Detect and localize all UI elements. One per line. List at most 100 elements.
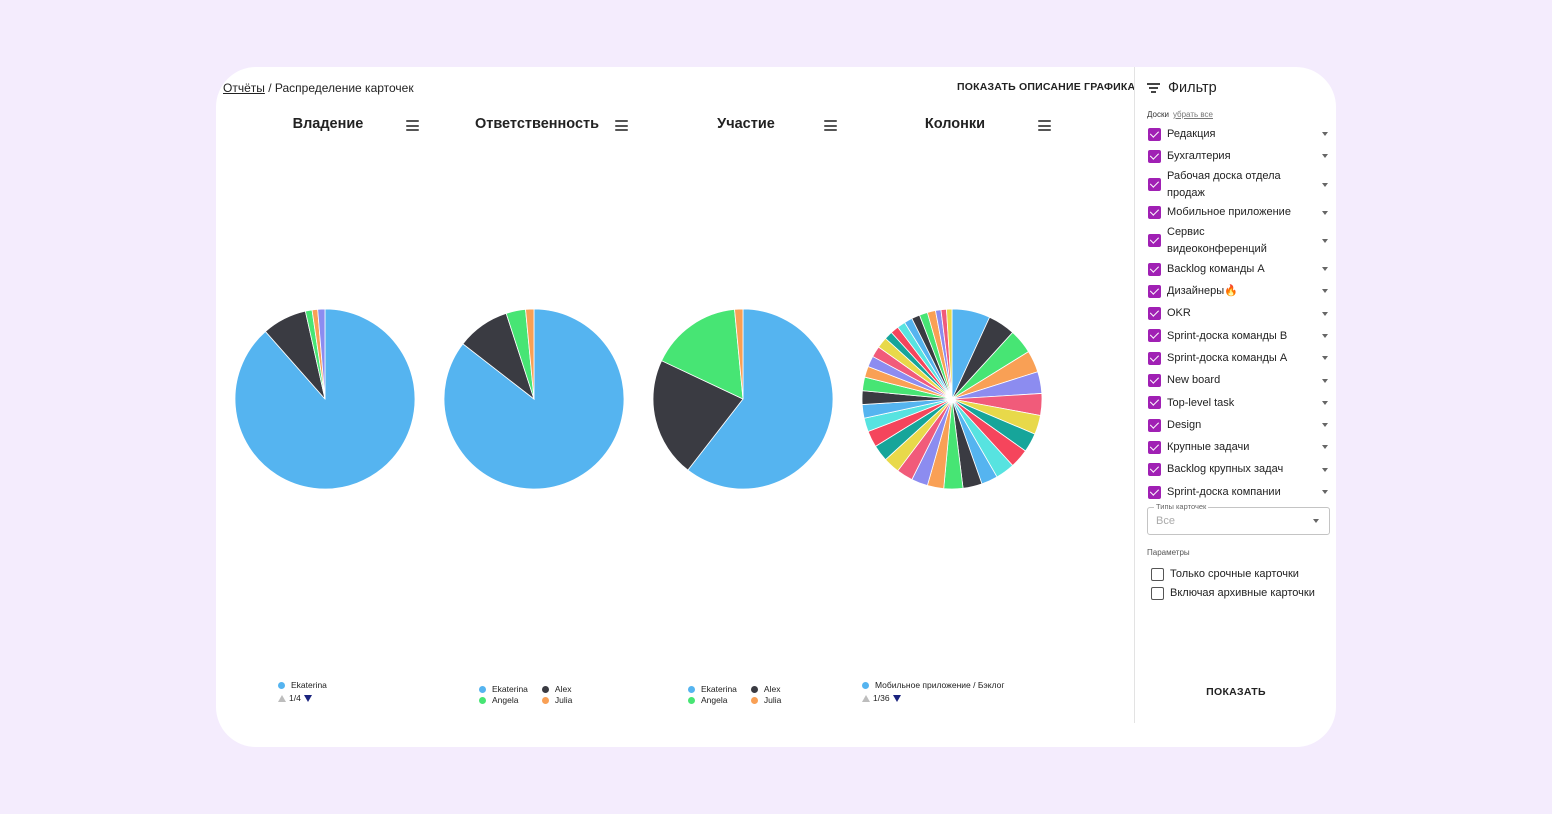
checkbox-checked-icon[interactable] — [1148, 485, 1161, 499]
chevron-down-icon[interactable] — [1322, 267, 1328, 272]
page-down-icon[interactable] — [303, 694, 312, 702]
breadcrumb: Отчёты / Распределение карточек — [223, 81, 414, 95]
legend-dot — [479, 696, 486, 704]
card-types-select[interactable]: Типы карточек Все — [1147, 502, 1330, 535]
board-filter-item[interactable]: Sprint-доска команды В — [1148, 325, 1330, 347]
legend-label: Angela — [492, 695, 519, 705]
chevron-down-icon[interactable] — [1322, 400, 1328, 405]
chevron-down-icon[interactable] — [1322, 311, 1328, 316]
checkbox-checked-icon[interactable] — [1148, 374, 1161, 388]
legend-item-alex[interactable]: Alex — [541, 684, 572, 694]
filter-title: Фильтр — [1168, 80, 1217, 96]
chart-columns: Колонки Мобильное приложение / Бэклог 1/… — [850, 107, 1060, 707]
legend-item-julia[interactable]: Julia — [750, 695, 781, 705]
legend-pager: 1/4 — [278, 693, 327, 703]
chevron-down-icon[interactable] — [1322, 132, 1328, 137]
hamburger-menu-icon[interactable] — [406, 120, 419, 131]
boards-header: Доски убрать все — [1147, 110, 1213, 119]
board-filter-item[interactable]: New board — [1148, 369, 1330, 391]
pie-slice-1[interactable] — [652, 360, 744, 471]
board-label: Sprint-доска команды А — [1167, 351, 1288, 364]
pie-slice-2[interactable] — [661, 308, 744, 400]
checkbox-checked-icon[interactable] — [1148, 329, 1161, 343]
board-filter-item[interactable]: Backlog команды А — [1148, 258, 1330, 280]
checkbox-checked-icon[interactable] — [1148, 262, 1161, 276]
chart-legend: Ekaterina Alex Angela Julia — [688, 684, 781, 705]
clear-all-boards-link[interactable]: убрать все — [1172, 110, 1213, 119]
board-label: OKR — [1167, 307, 1191, 320]
pie-slice-4[interactable] — [317, 308, 326, 400]
board-label: Бухгалтерия — [1167, 150, 1231, 163]
legend-dot — [750, 696, 758, 704]
chart-responsibility: Ответственность Ekaterina Alex Angela Ju… — [432, 107, 642, 707]
chevron-down-icon[interactable] — [1322, 210, 1328, 215]
chevron-down-icon[interactable] — [1322, 238, 1328, 243]
board-label: Крупные задачи — [1167, 441, 1250, 454]
chevron-down-icon[interactable] — [1322, 423, 1328, 428]
chevron-down-icon[interactable] — [1322, 378, 1328, 383]
checkbox-checked-icon[interactable] — [1148, 463, 1161, 477]
board-filter-item[interactable]: Редакция — [1148, 123, 1330, 145]
legend-item-ekaterina[interactable]: Ekaterina — [278, 680, 327, 690]
board-filter-item[interactable]: Backlog крупных задач — [1148, 459, 1330, 481]
include-archived-checkbox[interactable]: Включая архивные карточки — [1151, 585, 1325, 602]
pie-slice-36[interactable] — [946, 308, 953, 400]
page-down-icon[interactable] — [892, 694, 901, 702]
board-filter-item[interactable]: OKR — [1148, 302, 1330, 324]
hamburger-menu-icon[interactable] — [824, 120, 837, 131]
legend-item-angela[interactable]: Angela — [688, 695, 737, 705]
checkbox-checked-icon[interactable] — [1148, 206, 1161, 220]
checkbox-checked-icon[interactable] — [1148, 149, 1161, 163]
hamburger-menu-icon[interactable] — [615, 120, 628, 131]
checkbox-checked-icon[interactable] — [1148, 284, 1161, 298]
checkbox-checked-icon[interactable] — [1148, 234, 1161, 248]
checkbox-checked-icon[interactable] — [1148, 127, 1161, 141]
checkbox-checked-icon[interactable] — [1148, 351, 1161, 365]
filter-icon — [1147, 83, 1160, 93]
checkbox-checked-icon[interactable] — [1148, 418, 1161, 432]
legend-dot — [541, 685, 549, 693]
board-filter-item[interactable]: Мобильное приложение — [1148, 202, 1330, 224]
params-label: Параметры — [1147, 548, 1190, 557]
legend-item-angela[interactable]: Angela — [479, 695, 528, 705]
legend-label: Ekaterina — [492, 684, 528, 694]
chevron-down-icon[interactable] — [1322, 182, 1328, 187]
board-filter-item[interactable]: Рабочая доска отдела продаж — [1148, 168, 1330, 202]
legend-label: Мобильное приложение / Бэклог — [875, 680, 1005, 690]
board-filter-item[interactable]: Дизайнеры🔥 — [1148, 280, 1330, 302]
pie-slice-3[interactable] — [525, 308, 535, 400]
checkbox-checked-icon[interactable] — [1148, 307, 1161, 321]
chevron-down-icon[interactable] — [1322, 467, 1328, 472]
legend-item-alex[interactable]: Alex — [750, 684, 781, 694]
pie-slice-3[interactable] — [734, 308, 744, 400]
board-filter-item[interactable]: Sprint-доска компании — [1148, 481, 1330, 503]
legend-item-mobile-backlog[interactable]: Мобильное приложение / Бэклог — [862, 680, 1004, 690]
board-filter-item[interactable]: Крупные задачи — [1148, 436, 1330, 458]
urgent-cards-checkbox[interactable]: Только срочные карточки — [1151, 566, 1325, 583]
legend-item-ekaterina[interactable]: Ekaterina — [479, 684, 528, 694]
param-label: Только срочные карточки — [1170, 568, 1299, 580]
chart-legend: Ekaterina 1/4 — [278, 680, 327, 703]
pie-slice-0[interactable] — [687, 308, 834, 490]
checkbox-checked-icon[interactable] — [1148, 396, 1161, 410]
chevron-down-icon[interactable] — [1322, 154, 1328, 159]
board-filter-item[interactable]: Сервис видеоконференций — [1148, 224, 1330, 258]
board-filter-item[interactable]: Top-level task — [1148, 392, 1330, 414]
chevron-down-icon[interactable] — [1322, 445, 1328, 450]
legend-item-julia[interactable]: Julia — [541, 695, 572, 705]
checkbox-checked-icon[interactable] — [1148, 440, 1161, 454]
board-filter-item[interactable]: Sprint-доска команды А — [1148, 347, 1330, 369]
hamburger-menu-icon[interactable] — [1038, 120, 1051, 131]
chevron-down-icon[interactable] — [1322, 356, 1328, 361]
legend-item-ekaterina[interactable]: Ekaterina — [688, 684, 737, 694]
board-filter-item[interactable]: Design — [1148, 414, 1330, 436]
chart-title: Ответственность — [474, 116, 600, 132]
chevron-down-icon[interactable] — [1322, 333, 1328, 338]
board-filter-item[interactable]: Бухгалтерия — [1148, 145, 1330, 167]
chevron-down-icon[interactable] — [1322, 289, 1328, 294]
checkbox-checked-icon[interactable] — [1148, 178, 1161, 192]
show-chart-description-button[interactable]: ПОКАЗАТЬ ОПИСАНИЕ ГРАФИКА — [957, 81, 1136, 93]
breadcrumb-reports-link[interactable]: Отчёты — [223, 81, 265, 95]
chevron-down-icon[interactable] — [1322, 490, 1328, 494]
show-button[interactable]: ПОКАЗАТЬ — [1206, 686, 1266, 698]
